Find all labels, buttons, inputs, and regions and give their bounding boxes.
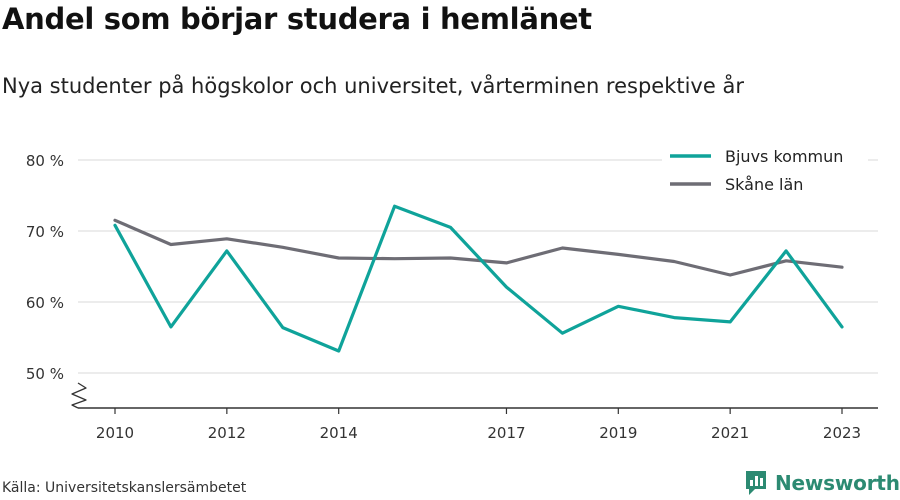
- y-tick-label: 60 %: [26, 294, 64, 312]
- brand-name: Newsworthy: [775, 471, 900, 495]
- legend-label: Skåne län: [725, 175, 803, 194]
- chart-subtitle: Nya studenter på högskolor och universit…: [2, 74, 744, 98]
- series-line-0: [113, 204, 844, 353]
- axis-break-icon: [71, 382, 87, 409]
- series-line-1: [113, 218, 844, 277]
- y-tick-label: 50 %: [26, 365, 64, 383]
- series-lines: [113, 204, 844, 353]
- y-axis-tick-labels: 80 % 70 % 60 % 50 %: [26, 152, 64, 383]
- legend-label: Bjuvs kommun: [725, 147, 843, 166]
- line-chart: 80 % 70 % 60 % 50 % 2010 2012 2014 2017 2019 202…: [26, 145, 878, 442]
- brand-logo: Newsworthy: [744, 470, 900, 496]
- x-tick-label: 2012: [208, 424, 246, 442]
- x-axis: 2010 2012 2014 2017 2019 2021 2023: [78, 407, 878, 442]
- chart-title: Andel som börjar studera i hemlänet: [2, 2, 592, 36]
- x-tick-label: 2019: [599, 424, 637, 442]
- y-tick-label: 80 %: [26, 152, 64, 170]
- x-tick-label: 2023: [823, 424, 861, 442]
- x-tick-label: 2010: [96, 424, 134, 442]
- y-tick-label: 70 %: [26, 223, 64, 241]
- source-note: Källa: Universitetskanslersämbetet: [2, 480, 247, 496]
- x-tick-label: 2017: [487, 424, 525, 442]
- x-tick-label: 2021: [711, 424, 749, 442]
- legend: Bjuvs kommun Skåne län: [662, 145, 868, 195]
- bar-chart-logo-icon: [746, 471, 766, 495]
- x-tick-label: 2014: [320, 424, 358, 442]
